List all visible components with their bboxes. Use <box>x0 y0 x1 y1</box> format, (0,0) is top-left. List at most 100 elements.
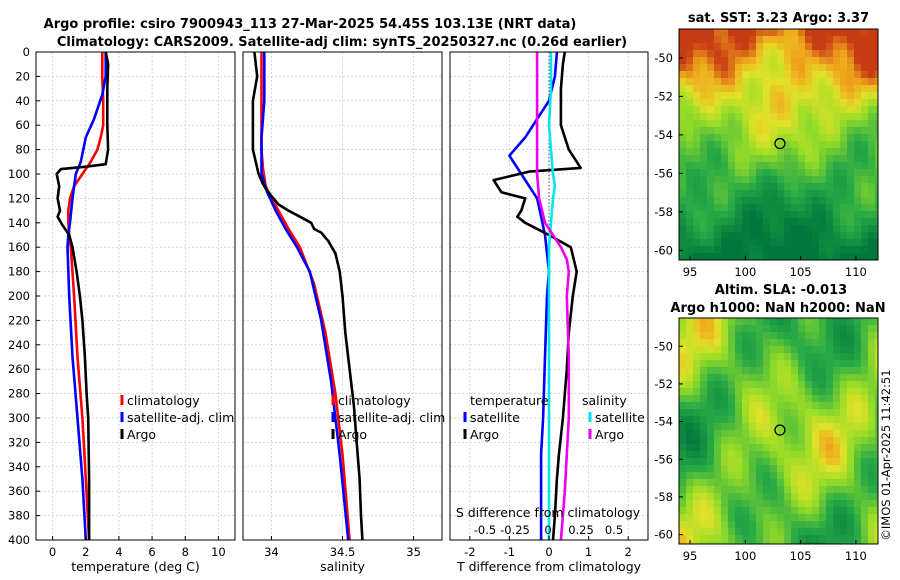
map-cell <box>693 204 701 212</box>
map-cell <box>847 395 855 403</box>
map-cell <box>728 141 736 149</box>
map-cell <box>728 381 736 389</box>
map-cell <box>784 50 792 58</box>
map-cell <box>763 374 771 382</box>
map-cell <box>742 493 750 501</box>
map-cell <box>707 479 715 487</box>
map-cell <box>749 416 757 424</box>
map-cell <box>812 134 820 142</box>
map-cell <box>728 367 736 375</box>
map-cell <box>700 430 708 438</box>
map-cell <box>840 113 848 121</box>
y-tick-label: -52 <box>654 377 673 391</box>
map-cell <box>819 409 827 417</box>
map-cell <box>770 493 778 501</box>
map-cell <box>742 246 750 254</box>
map-cell <box>707 500 715 508</box>
map-cell <box>840 318 848 326</box>
map-cell <box>728 423 736 431</box>
map-cell <box>840 64 848 72</box>
map-cell <box>798 402 806 410</box>
map-cell <box>700 92 708 100</box>
map-cell <box>826 253 834 261</box>
map-cell <box>847 120 855 128</box>
map-cell <box>868 218 876 226</box>
map-cell <box>812 367 820 375</box>
map-cell <box>686 479 694 487</box>
map-cell <box>875 521 879 529</box>
map-cell <box>854 232 862 240</box>
legend-label: satellite <box>470 410 520 425</box>
map-cell <box>721 381 729 389</box>
x-axis-label: T difference from climatology <box>456 559 642 574</box>
map-cell <box>854 155 862 163</box>
map-cell <box>868 507 876 515</box>
map-cell <box>784 514 792 522</box>
map-cell <box>784 43 792 51</box>
map-cell <box>798 106 806 114</box>
map-cell <box>693 197 701 205</box>
map-cell <box>812 239 820 247</box>
map-cell <box>735 99 743 107</box>
map-cell <box>749 486 757 494</box>
map-cell <box>812 162 820 170</box>
map-cell <box>854 458 862 466</box>
map-cell <box>707 36 715 44</box>
map-cell <box>833 332 841 340</box>
map-cell <box>756 535 764 543</box>
map-cell <box>686 113 694 121</box>
map-cell <box>707 148 715 156</box>
map-cell <box>749 430 757 438</box>
map-cell <box>854 437 862 445</box>
map-cell <box>875 535 879 543</box>
map-cell <box>721 92 729 100</box>
map-cell <box>840 183 848 191</box>
map-cell <box>854 239 862 247</box>
map-cell <box>693 155 701 163</box>
map-cell <box>840 253 848 261</box>
map-cell <box>819 64 827 72</box>
map-cell <box>833 437 841 445</box>
map-cell <box>721 225 729 233</box>
map-cell <box>826 325 834 333</box>
map-cell <box>805 416 813 424</box>
top-tick-label: 0.5 <box>605 523 623 537</box>
map-cell <box>728 120 736 128</box>
map-cell <box>798 85 806 93</box>
map-cell <box>679 479 687 487</box>
map-cell <box>833 402 841 410</box>
map-cell <box>798 57 806 65</box>
map-cell <box>868 395 876 403</box>
map-cell <box>861 99 869 107</box>
map-cell <box>868 197 876 205</box>
map-cell <box>679 36 687 44</box>
y-tick-label: -54 <box>654 128 673 142</box>
map-cell <box>798 479 806 487</box>
map-cell <box>812 148 820 156</box>
map-cell <box>742 64 750 72</box>
map-cell <box>833 162 841 170</box>
map-cell <box>728 127 736 135</box>
map-cell <box>721 36 729 44</box>
map-cell <box>847 183 855 191</box>
map-cell <box>812 388 820 396</box>
map-cell <box>679 409 687 417</box>
map-cell <box>875 253 879 261</box>
map-cell <box>756 367 764 375</box>
map-cell <box>847 465 855 473</box>
map-cell <box>784 374 792 382</box>
map-cell <box>868 514 876 522</box>
map-cell <box>749 465 757 473</box>
map-cell <box>721 388 729 396</box>
map-cell <box>714 332 722 340</box>
map-cell <box>749 458 757 466</box>
map-cell <box>728 535 736 543</box>
map-cell <box>826 521 834 529</box>
y-tick-label: 260 <box>8 362 30 376</box>
map-cell <box>686 204 694 212</box>
map-cell <box>840 148 848 156</box>
map-cell <box>756 162 764 170</box>
map-cell <box>749 162 757 170</box>
map-cell <box>777 183 785 191</box>
map-cell <box>833 176 841 184</box>
